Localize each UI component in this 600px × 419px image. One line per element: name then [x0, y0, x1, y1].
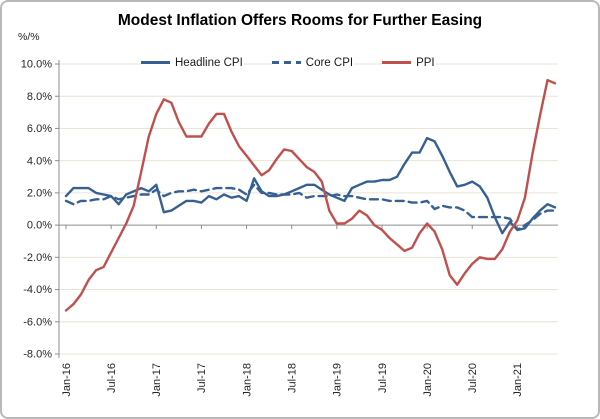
chart-title: Modest Inflation Offers Rooms for Furthe…: [117, 12, 483, 29]
x-tick-label: Jul-19: [377, 363, 389, 393]
y-tick-label: -8.0%: [23, 349, 52, 361]
y-tick-label: -4.0%: [23, 284, 52, 296]
ppi-line-swatch-icon: [382, 61, 412, 64]
y-tick-label: -6.0%: [23, 316, 52, 328]
x-tick-label: Jan-19: [332, 363, 344, 397]
x-tick-label: Jan-20: [422, 363, 434, 397]
y-axis-unit-label: %/%: [18, 31, 40, 43]
y-tick-label: 4.0%: [27, 155, 52, 167]
legend: Headline CPI Core CPI PPI: [141, 55, 436, 70]
y-tick-label: 0.0%: [27, 220, 52, 232]
x-tick-label: Jan-16: [61, 363, 73, 397]
y-tick-label: -2.0%: [23, 252, 52, 264]
x-tick-label: Jul-20: [467, 363, 479, 393]
x-tick-label: Jan-21: [512, 363, 524, 397]
legend-item-headline-cpi: Headline CPI: [141, 56, 244, 69]
y-tick-label: 10.0%: [21, 59, 52, 71]
x-tick-label: Jul-18: [286, 363, 298, 393]
headline-cpi-line-swatch-icon: [141, 61, 170, 64]
legend-item-ppi: PPI: [382, 56, 436, 69]
legend-label-core-cpi: Core CPI: [304, 56, 355, 69]
y-tick-label: 2.0%: [27, 187, 52, 199]
x-tick-label: Jan-17: [151, 363, 163, 397]
x-tick-label: Jul-16: [106, 363, 118, 393]
legend-label-headline-cpi: Headline CPI: [174, 56, 244, 69]
x-tick-label: Jul-17: [196, 363, 208, 393]
series-line-core-cpi: [64, 183, 557, 232]
legend-item-core-cpi: Core CPI: [271, 56, 355, 69]
series-line-headline-cpi: [64, 136, 557, 235]
core-cpi-dashed-line-swatch-icon: [271, 61, 301, 64]
series-line-ppi: [64, 78, 557, 312]
legend-label-ppi: PPI: [415, 56, 436, 69]
y-tick-label: 6.0%: [27, 123, 52, 135]
y-tick-label: 8.0%: [27, 91, 52, 103]
x-tick-label: Jan-18: [241, 363, 253, 397]
